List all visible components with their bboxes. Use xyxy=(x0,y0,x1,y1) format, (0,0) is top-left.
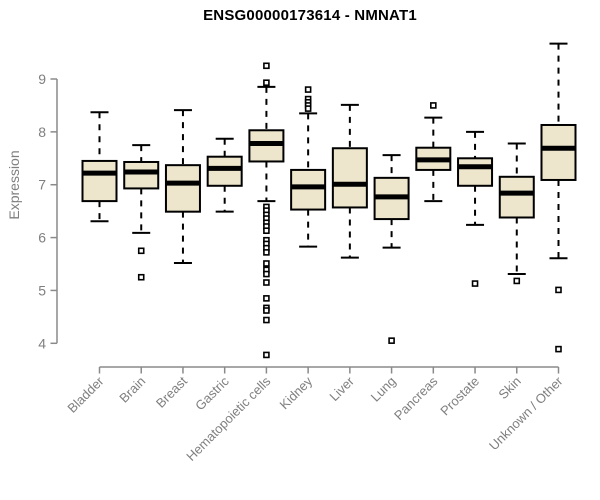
y-tick-label-6: 6 xyxy=(38,230,46,246)
outlier-point-kidney-0 xyxy=(304,86,312,93)
outlier-point-hematopoietic-cells-16 xyxy=(263,279,270,286)
outlier-point-pancreas-0 xyxy=(430,102,437,109)
box-kidney xyxy=(290,168,327,211)
outlier-point-hematopoietic-cells-12 xyxy=(263,249,270,256)
outlier-point-unknown-other-1 xyxy=(555,345,562,353)
outlier-point-hematopoietic-cells-21 xyxy=(263,351,270,359)
x-tick-label-lung: Lung xyxy=(368,374,399,405)
x-tick-label-breast: Breast xyxy=(153,373,190,410)
x-tick-label-unknown-other: Unknown / Other xyxy=(486,373,566,453)
x-tick-label-skin: Skin xyxy=(495,374,523,402)
box-prostate xyxy=(457,157,494,187)
box-brain xyxy=(123,160,160,190)
x-tick-label-liver: Liver xyxy=(326,373,357,404)
x-tick-label-brain: Brain xyxy=(116,374,148,406)
outlier-point-unknown-other-0 xyxy=(555,286,562,294)
outlier-point-hematopoietic-cells-15 xyxy=(263,270,270,278)
outlier-point-hematopoietic-cells-17 xyxy=(263,295,270,302)
outlier-point-hematopoietic-cells-20 xyxy=(263,316,270,324)
outlier-point-prostate-0 xyxy=(471,280,479,287)
y-tick-label-7: 7 xyxy=(38,177,46,193)
outlier-point-brain-0 xyxy=(137,247,145,255)
outlier-point-brain-1 xyxy=(137,273,145,281)
y-tick-label-5: 5 xyxy=(38,282,46,298)
outlier-point-hematopoietic-cells-1 xyxy=(263,79,270,87)
outlier-point-hematopoietic-cells-0 xyxy=(263,62,270,70)
box-breast xyxy=(164,164,201,213)
x-tick-label-bladder: Bladder xyxy=(64,373,107,416)
box-unknown-other xyxy=(540,123,577,181)
x-tick-label-prostate: Prostate xyxy=(437,374,482,419)
box-bladder xyxy=(81,159,118,203)
outlier-point-hematopoietic-cells-13 xyxy=(263,260,270,267)
box-gastric xyxy=(206,155,243,187)
y-tick-label-9: 9 xyxy=(38,71,46,87)
outlier-point-hematopoietic-cells-19 xyxy=(263,307,270,314)
y-tick-label-4: 4 xyxy=(38,335,46,351)
outlier-point-lung-0 xyxy=(388,337,395,344)
outlier-point-hematopoietic-cells-8 xyxy=(263,227,270,235)
x-tick-label-kidney: Kidney xyxy=(277,373,316,412)
box-liver xyxy=(331,147,368,209)
y-tick-label-8: 8 xyxy=(38,124,46,140)
x-tick-label-gastric: Gastric xyxy=(192,373,232,413)
box-skin xyxy=(498,175,535,219)
chart-title: ENSG00000173614 - NMNAT1 xyxy=(203,7,417,24)
x-tick-label-pancreas: Pancreas xyxy=(391,373,441,423)
outlier-point-skin-0 xyxy=(513,277,521,285)
outlier-point-kidney-4 xyxy=(304,105,312,112)
